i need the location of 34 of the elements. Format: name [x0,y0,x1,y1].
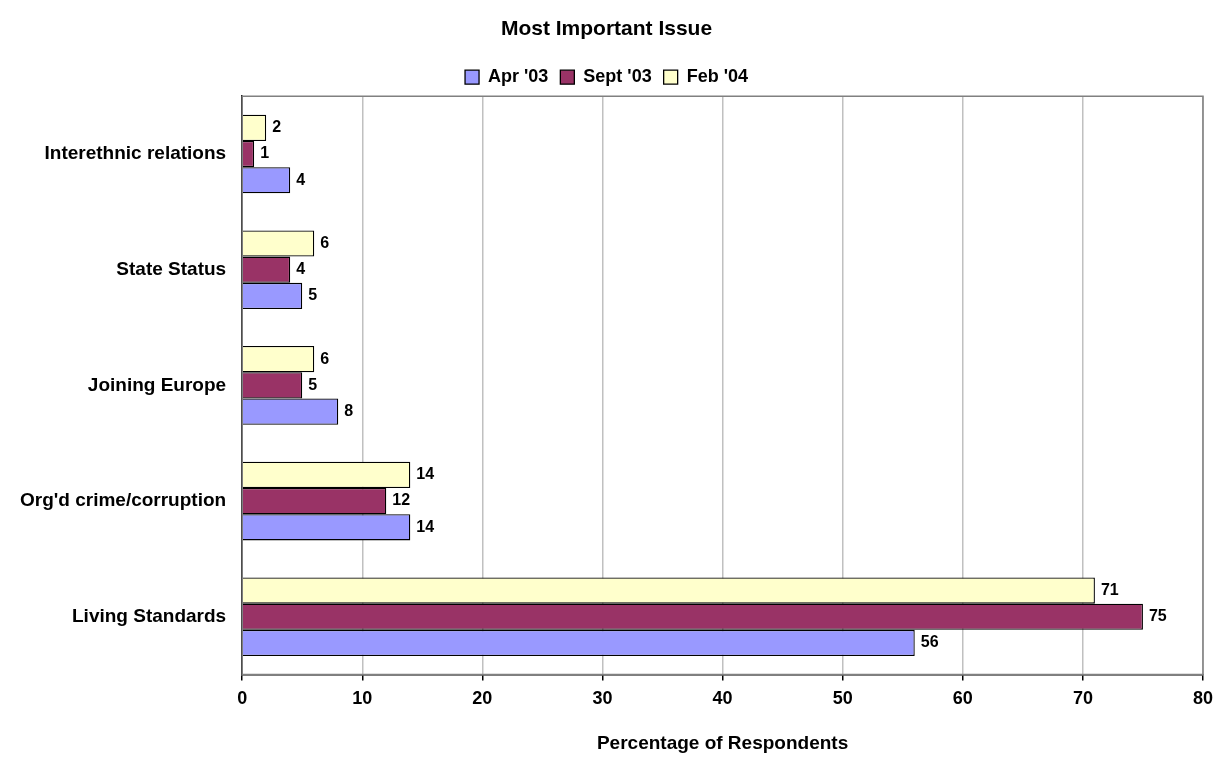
chart-title: Most Important Issue [500,16,713,40]
x-tick-label: 20 [472,688,493,709]
x-tick-label: 50 [832,688,853,709]
data-label: 56 [920,633,939,651]
x-tick-label: 30 [592,688,613,709]
data-label: 5 [308,286,318,304]
legend-label: Apr '03 [488,66,549,87]
x-tick-label: 10 [352,688,373,709]
data-label: 14 [416,517,435,535]
legend-label: Feb '04 [686,66,748,87]
y-tick-label: Interethnic relations [44,142,227,164]
data-label: 6 [320,349,330,367]
y-tick-label: Org'd crime/corruption [20,489,227,511]
x-tick-label: 70 [1072,688,1093,709]
x-tick-label: 80 [1192,688,1214,709]
data-label: 75 [1148,607,1167,625]
x-tick-label: 0 [237,688,248,709]
data-label: 14 [416,465,435,483]
data-label: 5 [308,375,318,393]
data-label: 4 [296,170,306,188]
x-tick-label: 40 [712,688,733,709]
y-tick-label: Living Standards [72,604,227,626]
y-tick-label: Joining Europe [87,373,227,395]
x-tick-label: 60 [952,688,973,709]
data-label: 71 [1100,580,1119,598]
data-label: 6 [320,233,330,251]
data-label: 2 [272,118,282,136]
data-label: 4 [296,260,306,278]
data-label: 12 [392,491,411,509]
legend-label: Sept '03 [583,66,652,87]
y-tick-label: State Status [116,257,227,279]
x-axis-title: Percentage of Respondents [596,731,849,753]
data-label: 1 [260,144,270,162]
data-label: 8 [344,402,354,420]
